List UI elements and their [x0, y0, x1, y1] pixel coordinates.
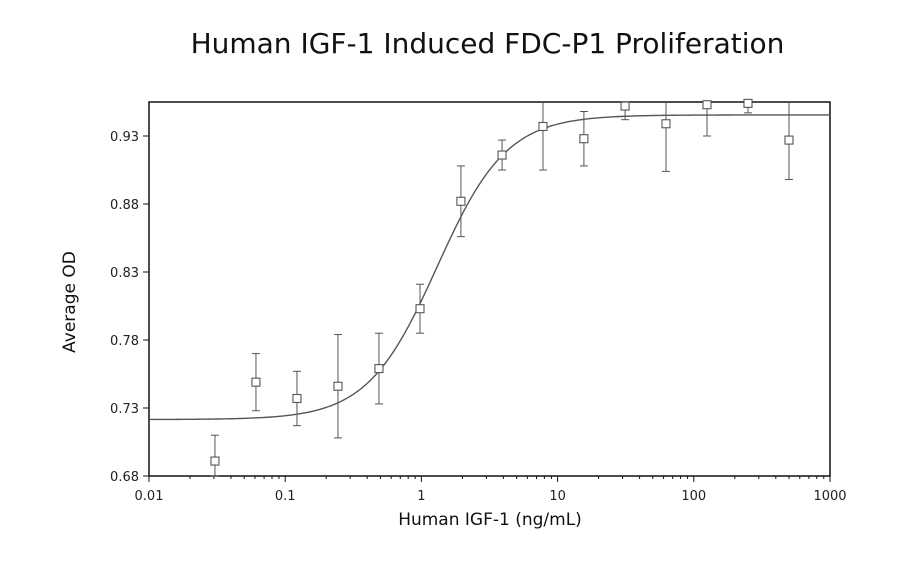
data-point [456, 196, 466, 206]
x-tick-label: 100 [681, 489, 706, 504]
data-point [702, 100, 712, 110]
x-tick-label: 10 [549, 489, 566, 504]
y-tick-label: 0.83 [110, 266, 139, 281]
y-tick-label: 0.88 [110, 198, 139, 213]
data-points [210, 98, 794, 477]
x-axis-title: Human IGF-1 (ng/mL) [398, 510, 582, 530]
y-tick-label: 0.78 [110, 334, 139, 349]
x-tick-label: 1 [417, 489, 425, 504]
y-axis-title: Average OD [60, 251, 80, 353]
data-point [415, 304, 425, 314]
y-tick-label: 0.93 [110, 130, 139, 145]
y-tick-label: 0.68 [110, 470, 139, 485]
x-tick-label: 1000 [813, 489, 846, 504]
data-point [374, 364, 384, 374]
data-point [784, 135, 794, 145]
fit-curve [149, 114, 830, 421]
data-point [538, 121, 548, 132]
x-tick-label: 0.1 [275, 489, 296, 504]
data-point [292, 393, 302, 404]
data-point [743, 98, 753, 108]
plot-frame [148, 101, 831, 477]
x-axis-ticks: 0.01 0.1 1 10 100 1000 [135, 476, 847, 504]
data-point [333, 381, 343, 391]
data-point [620, 101, 630, 111]
y-axis-ticks: 0.68 0.73 0.78 0.83 0.88 0.93 [110, 130, 149, 485]
chart-title: Human IGF-1 Induced FDC-P1 Proliferation [190, 27, 785, 60]
data-point [661, 119, 671, 129]
data-point [497, 150, 507, 160]
data-point [579, 134, 589, 144]
y-tick-label: 0.73 [110, 402, 139, 417]
data-point [251, 377, 261, 387]
data-point [210, 456, 220, 466]
x-tick-label: 0.01 [135, 489, 164, 504]
